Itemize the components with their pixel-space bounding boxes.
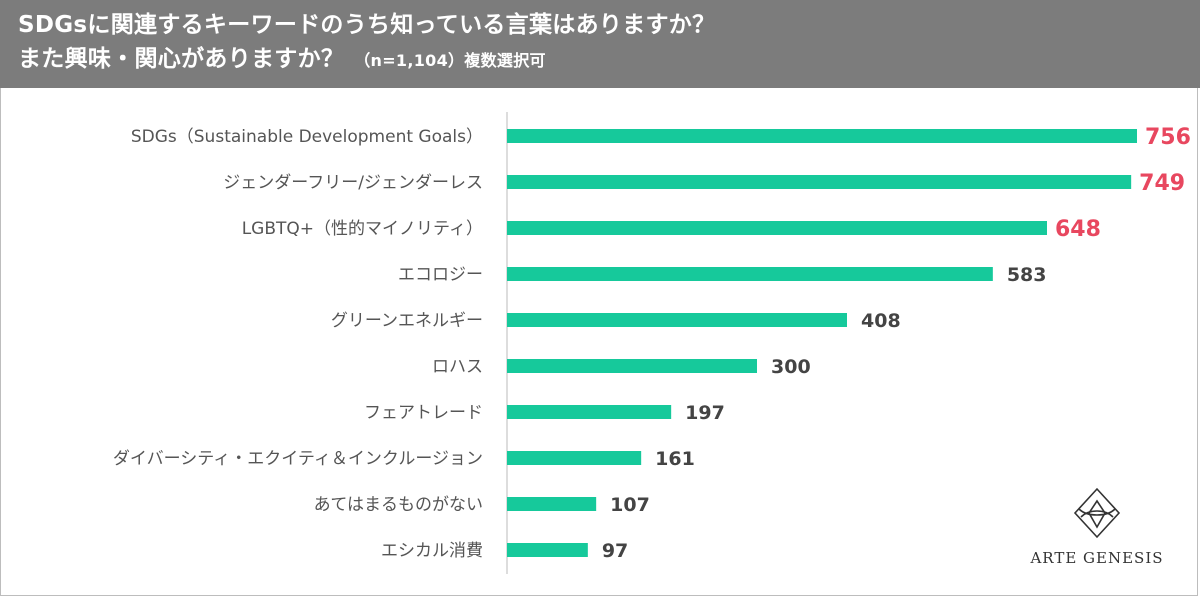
category-label: あてはまるものがない [314, 495, 483, 515]
value-label: 756 [1145, 125, 1191, 150]
bar [507, 405, 672, 419]
value-label: 300 [771, 356, 811, 378]
bar [507, 359, 757, 373]
value-label: 408 [861, 310, 901, 332]
bar [507, 221, 1047, 235]
bar [507, 175, 1132, 189]
chart-title-line2: また興味・関心がありますか？ （n=1,104）複数選択可 [18, 42, 1200, 78]
brand-logo-text: ARTE GENESIS [1030, 549, 1164, 567]
chart-frame: SDGs（Sustainable Development Goals） 756 ジェ… [0, 88, 1198, 596]
category-label: フェアトレード [364, 403, 483, 423]
value-label: 107 [610, 494, 650, 516]
bar [507, 313, 847, 327]
chart-header: SDGsに関連するキーワードのうち知っている言葉はありますか？ また興味・関心が… [0, 0, 1200, 88]
bar [507, 129, 1137, 143]
category-label: エコロジー [398, 265, 483, 285]
chart-title-question: また興味・関心がありますか？ [18, 46, 345, 72]
category-label: ダイバーシティ・エクイティ＆インクルージョン [113, 449, 483, 469]
category-label: SDGs（Sustainable Development Goals） [131, 127, 483, 147]
chart-title-note: （n=1,104）複数選択可 [354, 51, 546, 70]
category-label: LGBTQ+（性的マイノリティ） [242, 219, 483, 239]
bar-chart: SDGs（Sustainable Development Goals） 756 ジェ… [113, 112, 1191, 574]
value-label: 197 [685, 402, 725, 424]
brand-logo: ARTE GENESIS [1027, 487, 1167, 567]
value-label: 97 [602, 540, 628, 562]
value-label: 749 [1139, 171, 1185, 196]
value-label: 583 [1007, 264, 1047, 286]
chart-title-line1: SDGsに関連するキーワードのうち知っている言葉はありますか？ [18, 12, 716, 38]
category-label: ジェンダーフリー/ジェンダーレス [223, 173, 483, 193]
value-label: 161 [655, 448, 695, 470]
bar [507, 451, 642, 465]
arte-genesis-emblem-icon [1073, 487, 1121, 539]
category-label: エシカル消費 [381, 541, 483, 561]
category-label: グリーンエネルギー [331, 311, 483, 331]
bar [507, 497, 597, 511]
bar [507, 267, 993, 281]
bar [507, 543, 588, 557]
category-label: ロハス [432, 357, 483, 377]
value-label: 648 [1055, 217, 1101, 242]
